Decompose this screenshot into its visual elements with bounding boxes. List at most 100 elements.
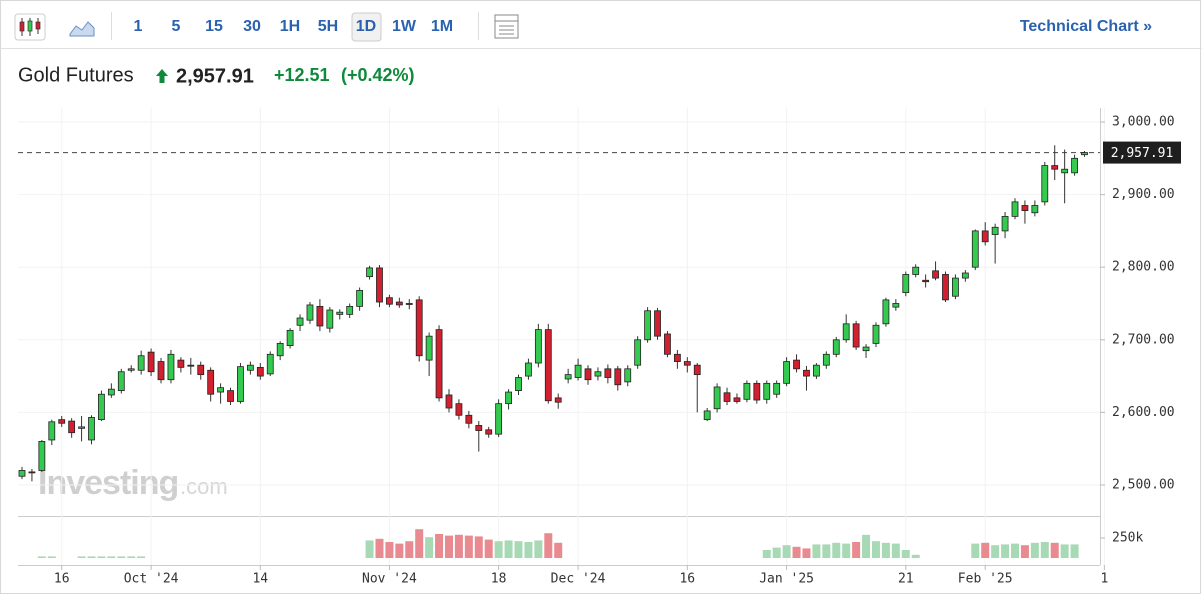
candle-body <box>1021 205 1029 211</box>
volume-bar <box>832 542 841 558</box>
candle-body <box>862 346 870 352</box>
volume-bar <box>77 556 86 558</box>
volume-bar <box>991 545 1000 558</box>
volume-bar <box>504 540 513 558</box>
candle-body <box>922 279 930 283</box>
x-tick-label: 18 <box>491 572 507 587</box>
candle-body <box>276 343 284 357</box>
volume-bar <box>812 544 821 558</box>
candle-body <box>405 303 413 305</box>
volume-bar <box>1030 542 1039 558</box>
candle-body <box>505 391 512 405</box>
x-tick-label: 21 <box>898 572 914 587</box>
volume-bar <box>117 556 126 558</box>
candle-body <box>783 361 791 384</box>
candle-body <box>872 324 880 344</box>
candle-body <box>564 374 572 380</box>
volume-bar <box>1011 543 1019 558</box>
volume-bar <box>1040 542 1049 558</box>
candle-body <box>435 329 443 399</box>
x-tick-label: 1 <box>1100 572 1108 587</box>
candle-body <box>1071 157 1078 174</box>
volume-bar <box>842 543 851 558</box>
candle-body <box>813 364 820 377</box>
interval-button[interactable]: 15 <box>205 18 223 35</box>
candle-body <box>544 329 552 402</box>
interval-button[interactable]: 1M <box>431 18 453 35</box>
volume-bar <box>415 529 424 558</box>
volume-bar <box>137 556 146 558</box>
candle-body <box>584 368 592 381</box>
volume-bar <box>792 546 801 558</box>
last-price-box <box>1103 141 1181 164</box>
y-tick-label: 2,600.00 <box>1112 405 1175 420</box>
candle-body <box>296 317 304 326</box>
candle-body <box>425 335 433 361</box>
y-tick-label: 2,500.00 <box>1112 477 1175 492</box>
candle-body <box>88 417 95 441</box>
candle-body <box>614 368 622 386</box>
candle-body <box>177 359 185 368</box>
interval-button[interactable]: 5H <box>318 18 338 35</box>
candle-body <box>495 403 503 435</box>
volume-bar <box>474 536 483 558</box>
volume-bar <box>524 542 533 558</box>
interval-button[interactable]: 1W <box>392 18 417 35</box>
candle-body <box>38 441 46 471</box>
volume-bar <box>454 534 463 558</box>
candle-body <box>266 353 274 375</box>
volume-bar <box>494 541 503 558</box>
interval-button[interactable]: 30 <box>243 18 261 35</box>
last-price: 2,957.91 <box>176 65 254 87</box>
interval-button[interactable]: 1D <box>356 18 376 35</box>
volume-bar <box>981 542 990 558</box>
candle-body <box>1031 205 1039 214</box>
candle-type-button[interactable] <box>14 13 46 41</box>
interval-button[interactable]: 1 <box>134 18 143 35</box>
candle-body <box>167 353 175 381</box>
interval-button[interactable]: 5 <box>172 18 181 35</box>
candle-body <box>644 310 651 341</box>
volume-bar <box>395 543 404 558</box>
candle-body <box>48 421 56 441</box>
x-tick-label: 16 <box>679 572 695 587</box>
volume-bar <box>911 554 920 558</box>
candle-body <box>673 353 681 362</box>
candle-body <box>18 470 26 477</box>
candle-body <box>455 403 463 416</box>
technical-chart-link[interactable]: Technical Chart » <box>1020 18 1152 35</box>
candle-body <box>445 394 453 409</box>
settings-button[interactable] <box>494 14 519 39</box>
candle-body <box>991 226 999 235</box>
candle-body <box>753 382 761 401</box>
price-change-percent: (+0.42%) <box>341 65 415 85</box>
volume-bar <box>762 550 771 558</box>
area-type-button[interactable] <box>69 21 95 37</box>
interval-button[interactable]: 1H <box>280 18 300 35</box>
volume-bar <box>127 556 136 558</box>
candle-body <box>832 339 840 355</box>
candle-body <box>157 361 165 381</box>
candle-body <box>822 353 830 366</box>
volume-bar <box>484 539 493 558</box>
candle-body <box>902 274 910 294</box>
candle-body <box>882 299 890 325</box>
candle-body <box>1001 215 1009 232</box>
candle-body <box>952 277 959 297</box>
watermark-suffix: .com <box>180 474 228 499</box>
volume-tick-label: 250k <box>1112 531 1143 546</box>
candle-body <box>386 297 393 305</box>
candle-body <box>683 361 691 366</box>
candle-body <box>971 230 979 268</box>
x-tick-label: Jan '25 <box>759 572 814 587</box>
volume-bar <box>852 542 861 558</box>
candle-body <box>147 351 155 373</box>
candle-body <box>634 339 642 366</box>
candle-body <box>842 323 850 341</box>
candle-body <box>763 382 771 400</box>
volume-bar <box>544 533 553 558</box>
volume-bar <box>802 548 811 558</box>
volume-bar <box>435 534 444 558</box>
volume-bar <box>891 543 900 558</box>
